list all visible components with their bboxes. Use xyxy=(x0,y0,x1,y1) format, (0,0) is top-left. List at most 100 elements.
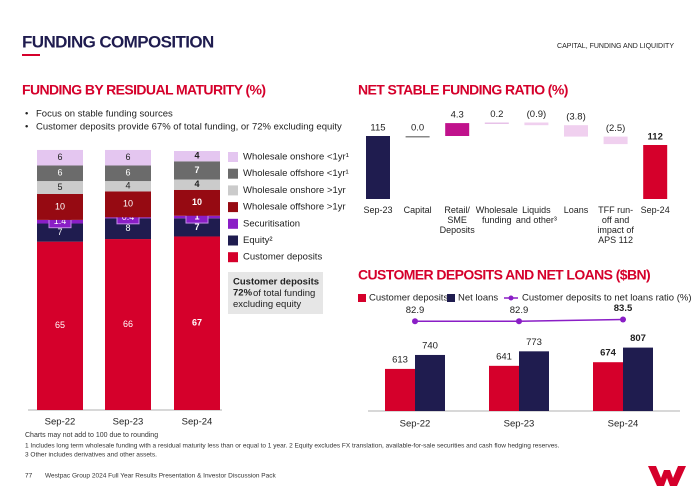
x-tick-label: Retail/ SME Deposits xyxy=(439,205,475,236)
x-tick-label: Liquids and other³ xyxy=(515,205,557,226)
chart-title: CUSTOMER DEPOSITS AND NET LOANS ($BN) xyxy=(358,267,650,283)
chart-title: FUNDING BY RESIDUAL MATURITY (%) xyxy=(22,82,265,98)
bar-segment xyxy=(37,149,83,166)
bar-segment xyxy=(105,149,151,166)
bar xyxy=(643,145,668,199)
x-tick-label: Capital xyxy=(403,205,432,215)
value-label: 4 xyxy=(194,151,199,161)
x-tick-label: Sep-23 xyxy=(504,419,535,430)
value-label: 4 xyxy=(125,181,130,191)
x-tick-label: Sep-23 xyxy=(113,417,144,428)
page-number: 77 xyxy=(25,473,33,480)
bar-segment xyxy=(37,165,83,182)
value-label: 613 xyxy=(392,354,408,365)
section-label: CAPITAL, FUNDING AND LIQUIDITY xyxy=(557,43,674,50)
legend-label: Customer deposits xyxy=(243,252,322,263)
bar-segment xyxy=(174,151,220,162)
legend-swatch xyxy=(228,252,238,263)
value-label: 4 xyxy=(194,179,199,189)
value-label: 6 xyxy=(57,152,62,162)
page-title: FUNDING COMPOSITION xyxy=(22,32,214,51)
value-label: 6 xyxy=(57,168,62,178)
x-tick-label: Sep-24 xyxy=(182,417,213,428)
legend-label: Net loans xyxy=(458,293,498,304)
footnote: 3 Other includes derivatives and other a… xyxy=(25,452,157,459)
value-label: 115 xyxy=(370,123,385,134)
bar-segment xyxy=(105,181,151,192)
bar xyxy=(489,365,519,411)
bar xyxy=(564,125,588,137)
value-label: (0.9) xyxy=(527,109,547,120)
bar-segment xyxy=(174,189,220,216)
value-label: 0.0 xyxy=(411,123,424,134)
footnote: Charts may not add to 100 due to roundin… xyxy=(25,432,158,439)
legend-label: Securitisation xyxy=(243,218,300,229)
x-tick-label: Sep-24 xyxy=(640,205,670,215)
legend-swatch xyxy=(228,202,238,213)
x-tick-label: Sep-23 xyxy=(363,205,393,215)
value-label: 10 xyxy=(192,197,202,207)
bar xyxy=(519,351,549,411)
bullet-dot: • xyxy=(25,109,28,120)
legend-label: Customer deposits to net loans ratio (%) xyxy=(522,293,692,304)
x-tick-label: Sep-24 xyxy=(608,419,639,430)
bar-segment xyxy=(105,191,151,218)
value-label: 7 xyxy=(194,165,199,175)
value-label: 773 xyxy=(526,337,542,348)
bullet: Customer deposits provide 67% of total f… xyxy=(36,122,342,133)
value-label: 1.4 xyxy=(54,216,67,226)
legend-label: Wholesale onshore >1yr xyxy=(243,185,346,196)
legend-label: Customer deposits xyxy=(369,293,448,304)
line-point xyxy=(516,318,522,325)
value-label: 641 xyxy=(496,351,512,362)
value-label: 112 xyxy=(648,132,663,143)
chart-title: NET STABLE FUNDING RATIO (%) xyxy=(358,82,568,98)
bar-segment xyxy=(37,241,83,410)
value-label: 4.3 xyxy=(451,110,464,121)
bar-segment xyxy=(174,236,220,410)
bar xyxy=(385,368,415,411)
value-label: 66 xyxy=(123,319,133,329)
value-label: 82.9 xyxy=(406,305,425,316)
bar xyxy=(484,122,509,124)
footnote: 1 Includes long term wholesale funding w… xyxy=(25,443,560,450)
bar xyxy=(603,136,628,145)
value-label: 67 xyxy=(192,318,202,328)
legend-swatch xyxy=(508,295,514,301)
line-point xyxy=(412,318,418,325)
value-label: 10 xyxy=(55,201,65,211)
legend-label: Wholesale offshore >1yr xyxy=(243,202,346,213)
legend-label: Wholesale offshore <1yr¹ xyxy=(243,168,349,179)
bullet-dot: • xyxy=(25,122,28,133)
value-label: 65 xyxy=(55,320,65,330)
legend-swatch xyxy=(228,235,238,246)
bar-segment xyxy=(105,239,151,410)
bullet: Focus on stable funding sources xyxy=(36,109,173,120)
legend-swatch xyxy=(358,294,366,302)
x-tick-label: Loans xyxy=(563,205,589,215)
legend-swatch xyxy=(228,152,238,162)
bar xyxy=(366,136,390,199)
callout-box xyxy=(228,272,323,314)
legend-swatch xyxy=(228,168,238,179)
value-label: 674 xyxy=(600,348,617,359)
logo xyxy=(648,466,686,486)
legend-swatch xyxy=(228,218,238,229)
value-label: 7 xyxy=(57,227,62,237)
value-label: 5 xyxy=(57,182,62,192)
value-label: (2.5) xyxy=(606,123,626,134)
bar-segment xyxy=(37,193,83,220)
value-label: 10 xyxy=(123,199,133,209)
bar xyxy=(405,136,430,138)
bar-segment xyxy=(105,165,151,182)
callout-value: 72% xyxy=(233,288,253,299)
callout-text: of total funding excluding equity xyxy=(233,288,315,310)
x-tick-label: TFF run-off and impact of APS 112 xyxy=(597,205,634,246)
legend-swatch xyxy=(228,185,238,196)
value-label: 6 xyxy=(125,152,130,162)
value-label: 82.9 xyxy=(510,305,529,316)
bar-segment xyxy=(37,181,83,194)
line-point xyxy=(620,316,626,323)
bar-segment xyxy=(174,161,220,180)
